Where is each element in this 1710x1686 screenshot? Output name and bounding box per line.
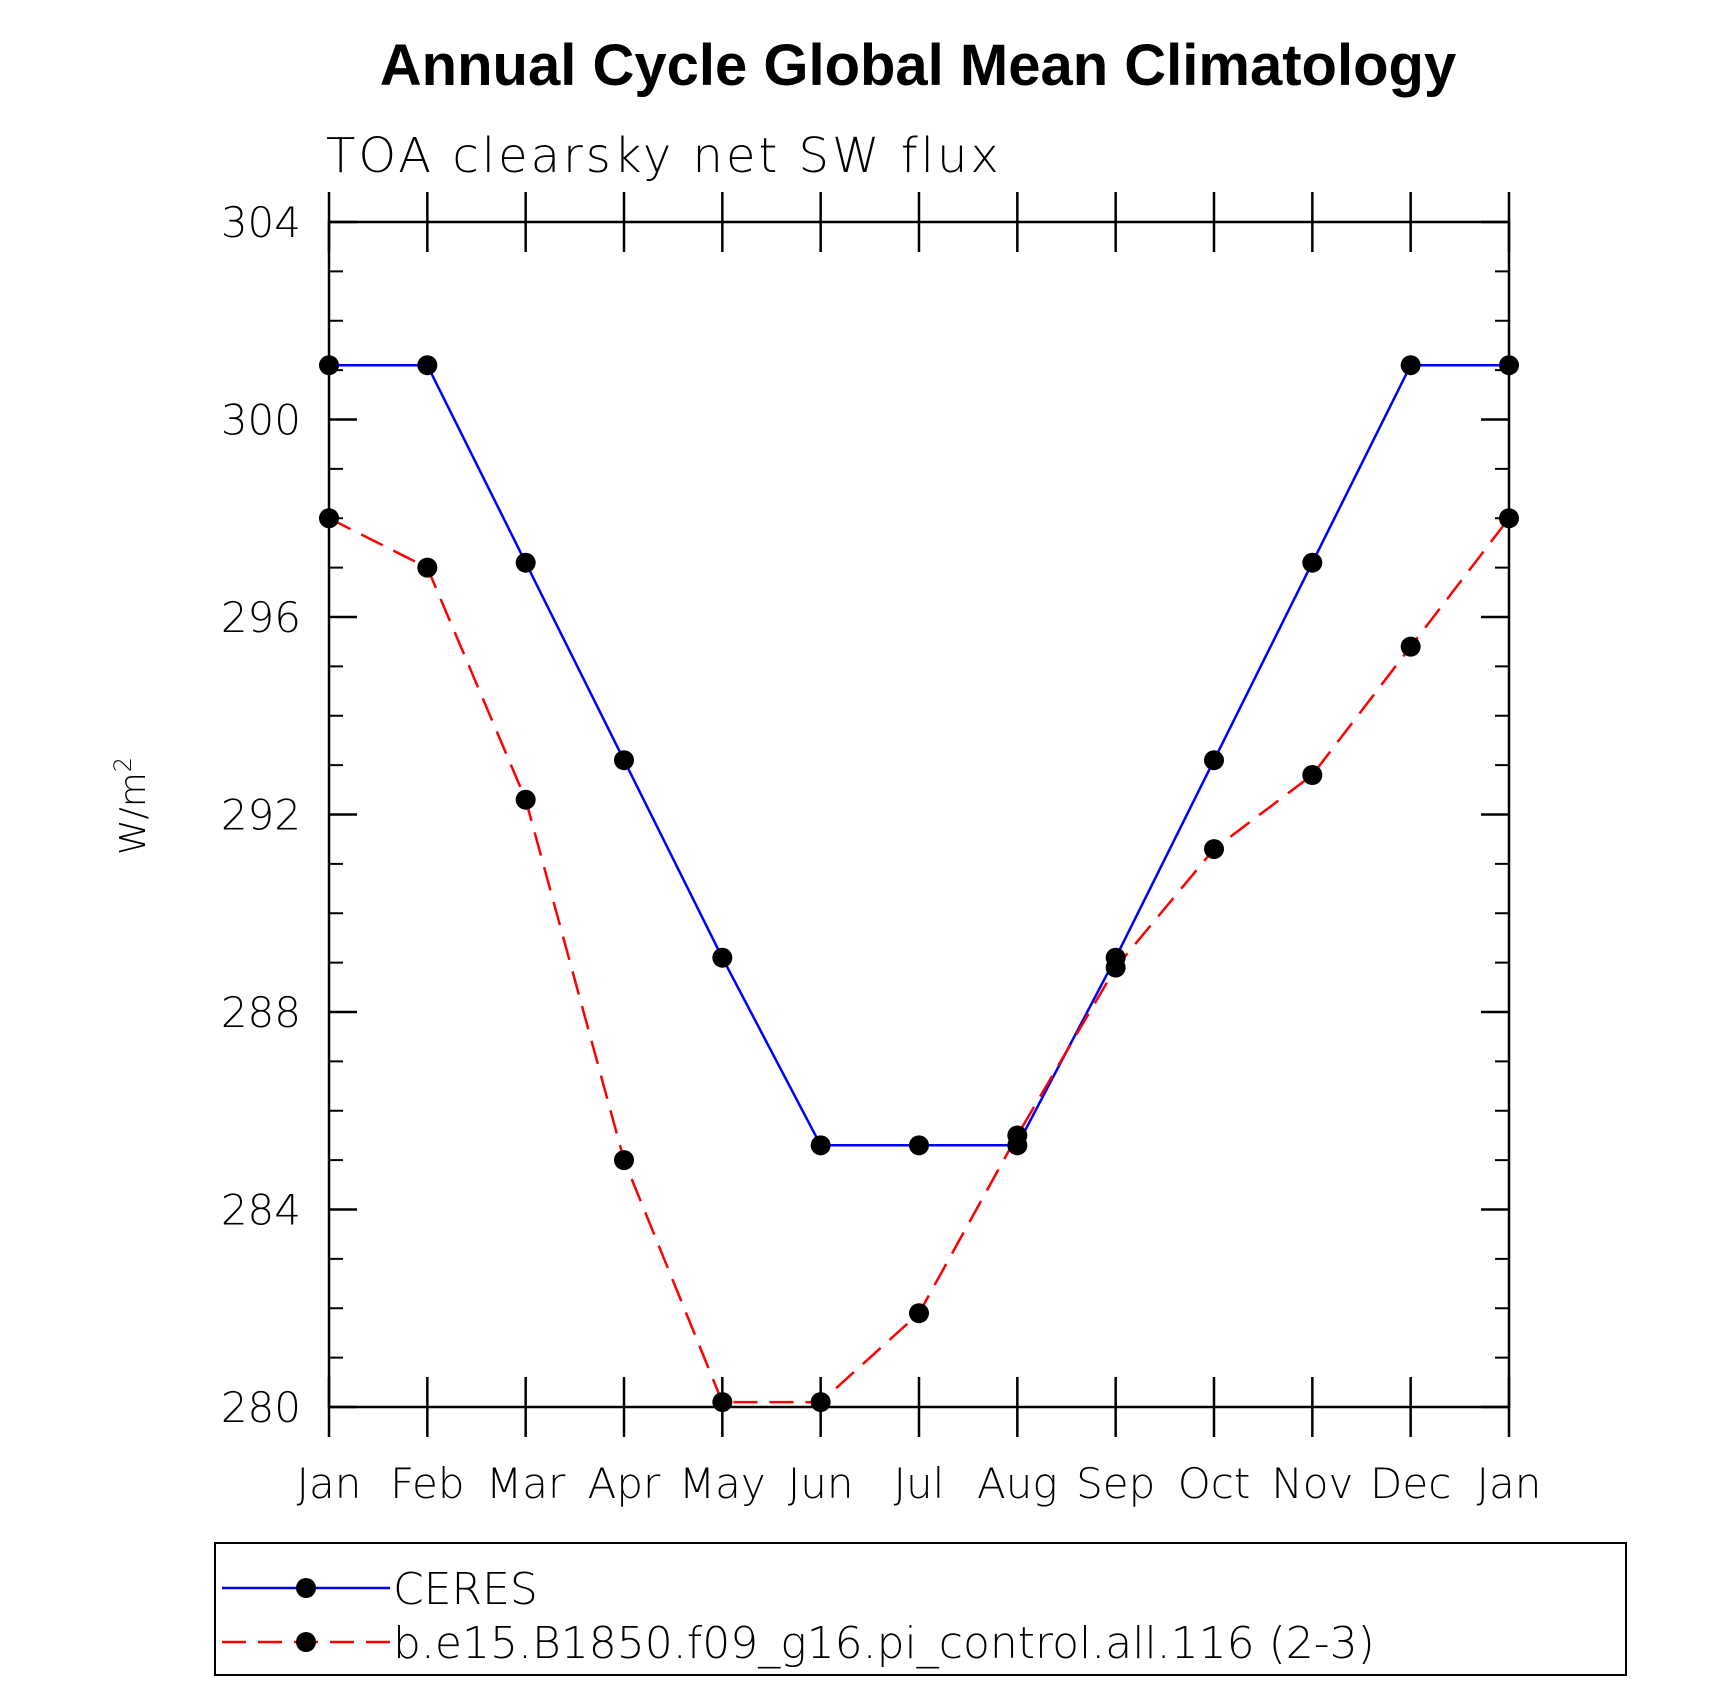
series-1-point (614, 1150, 634, 1171)
series-1-point (1400, 636, 1421, 657)
x-tick-label: Oct (1178, 1459, 1251, 1508)
series-0-point (1499, 355, 1519, 376)
x-tick-label: Mar (486, 1459, 566, 1508)
series-0-point (909, 1135, 929, 1156)
legend-marker-0 (296, 1578, 316, 1598)
series-0-point (515, 552, 536, 573)
series-line-0 (329, 363, 1509, 1147)
series-1-point (1499, 508, 1519, 529)
y-axis-label-superscript: 2 (109, 757, 137, 772)
series-1-point (1105, 957, 1126, 978)
y-tick-label: 296 (221, 593, 301, 642)
x-tick-label: Nov (1271, 1459, 1353, 1508)
x-tick-label: Jul (894, 1459, 945, 1508)
y-tick-label: 292 (221, 791, 301, 840)
series-0-point (614, 750, 634, 771)
axes: 280 284 288 292 296 300 304 Jan Feb Mar Apr May Jun J… (221, 192, 1542, 1508)
series-1-point (909, 1303, 929, 1324)
x-tick-label: Jan (297, 1459, 362, 1508)
y-axis-label: W/m2 (109, 757, 154, 855)
legend-box (214, 1542, 1627, 1676)
legend: CERESb.e15.B1850.f09_g16.pi_control.all.… (214, 1542, 1627, 1676)
x-tick-label: Jan (1477, 1459, 1542, 1508)
series-1-point (1204, 839, 1224, 860)
series-1-point (1007, 1125, 1028, 1146)
y-tick-label: 280 (221, 1383, 301, 1432)
chart-subtitle: TOA clearsky net SW flux (326, 128, 1002, 184)
y-tick-label: 300 (221, 396, 301, 445)
y-tick-label: 284 (221, 1186, 301, 1235)
x-tick-label: Apr (588, 1459, 661, 1508)
series-0-point (319, 355, 339, 376)
series-0-point (810, 1135, 831, 1156)
y-axis-label-unit: W/m (113, 772, 154, 855)
series-0-point (1400, 355, 1421, 376)
series-1-point (712, 1392, 733, 1413)
x-tick-label: Jun (788, 1459, 854, 1508)
plot-frame (327, 220, 1511, 1409)
series-1-point (417, 557, 438, 578)
series-layer (319, 355, 1519, 1413)
series-1-point (810, 1392, 831, 1413)
x-tick-label: Dec (1370, 1459, 1451, 1508)
x-tick-label: Aug (977, 1459, 1058, 1508)
series-1-point (515, 789, 536, 810)
x-tick-label: May (679, 1459, 766, 1508)
y-tick-label: 288 (221, 988, 301, 1037)
x-tick-label: Sep (1076, 1459, 1155, 1508)
series-0-point (1204, 750, 1224, 771)
series-line-1 (328, 517, 1510, 1404)
series-0-point (1302, 552, 1323, 573)
x-tick-label: Feb (390, 1459, 464, 1508)
series-1-point (319, 508, 339, 529)
y-tick-label: 304 (221, 198, 301, 247)
legend-marker-1 (296, 1632, 316, 1652)
chart-title: Annual Cycle Global Mean Climatology (380, 33, 1456, 98)
legend-label-0: CERES (393, 1564, 538, 1615)
series-0-point (417, 355, 438, 376)
series-1-point (1302, 765, 1323, 785)
series-0-point (712, 947, 733, 968)
legend-label-1: b.e15.B1850.f09_g16.pi_control.all.116 (… (393, 1618, 1375, 1669)
